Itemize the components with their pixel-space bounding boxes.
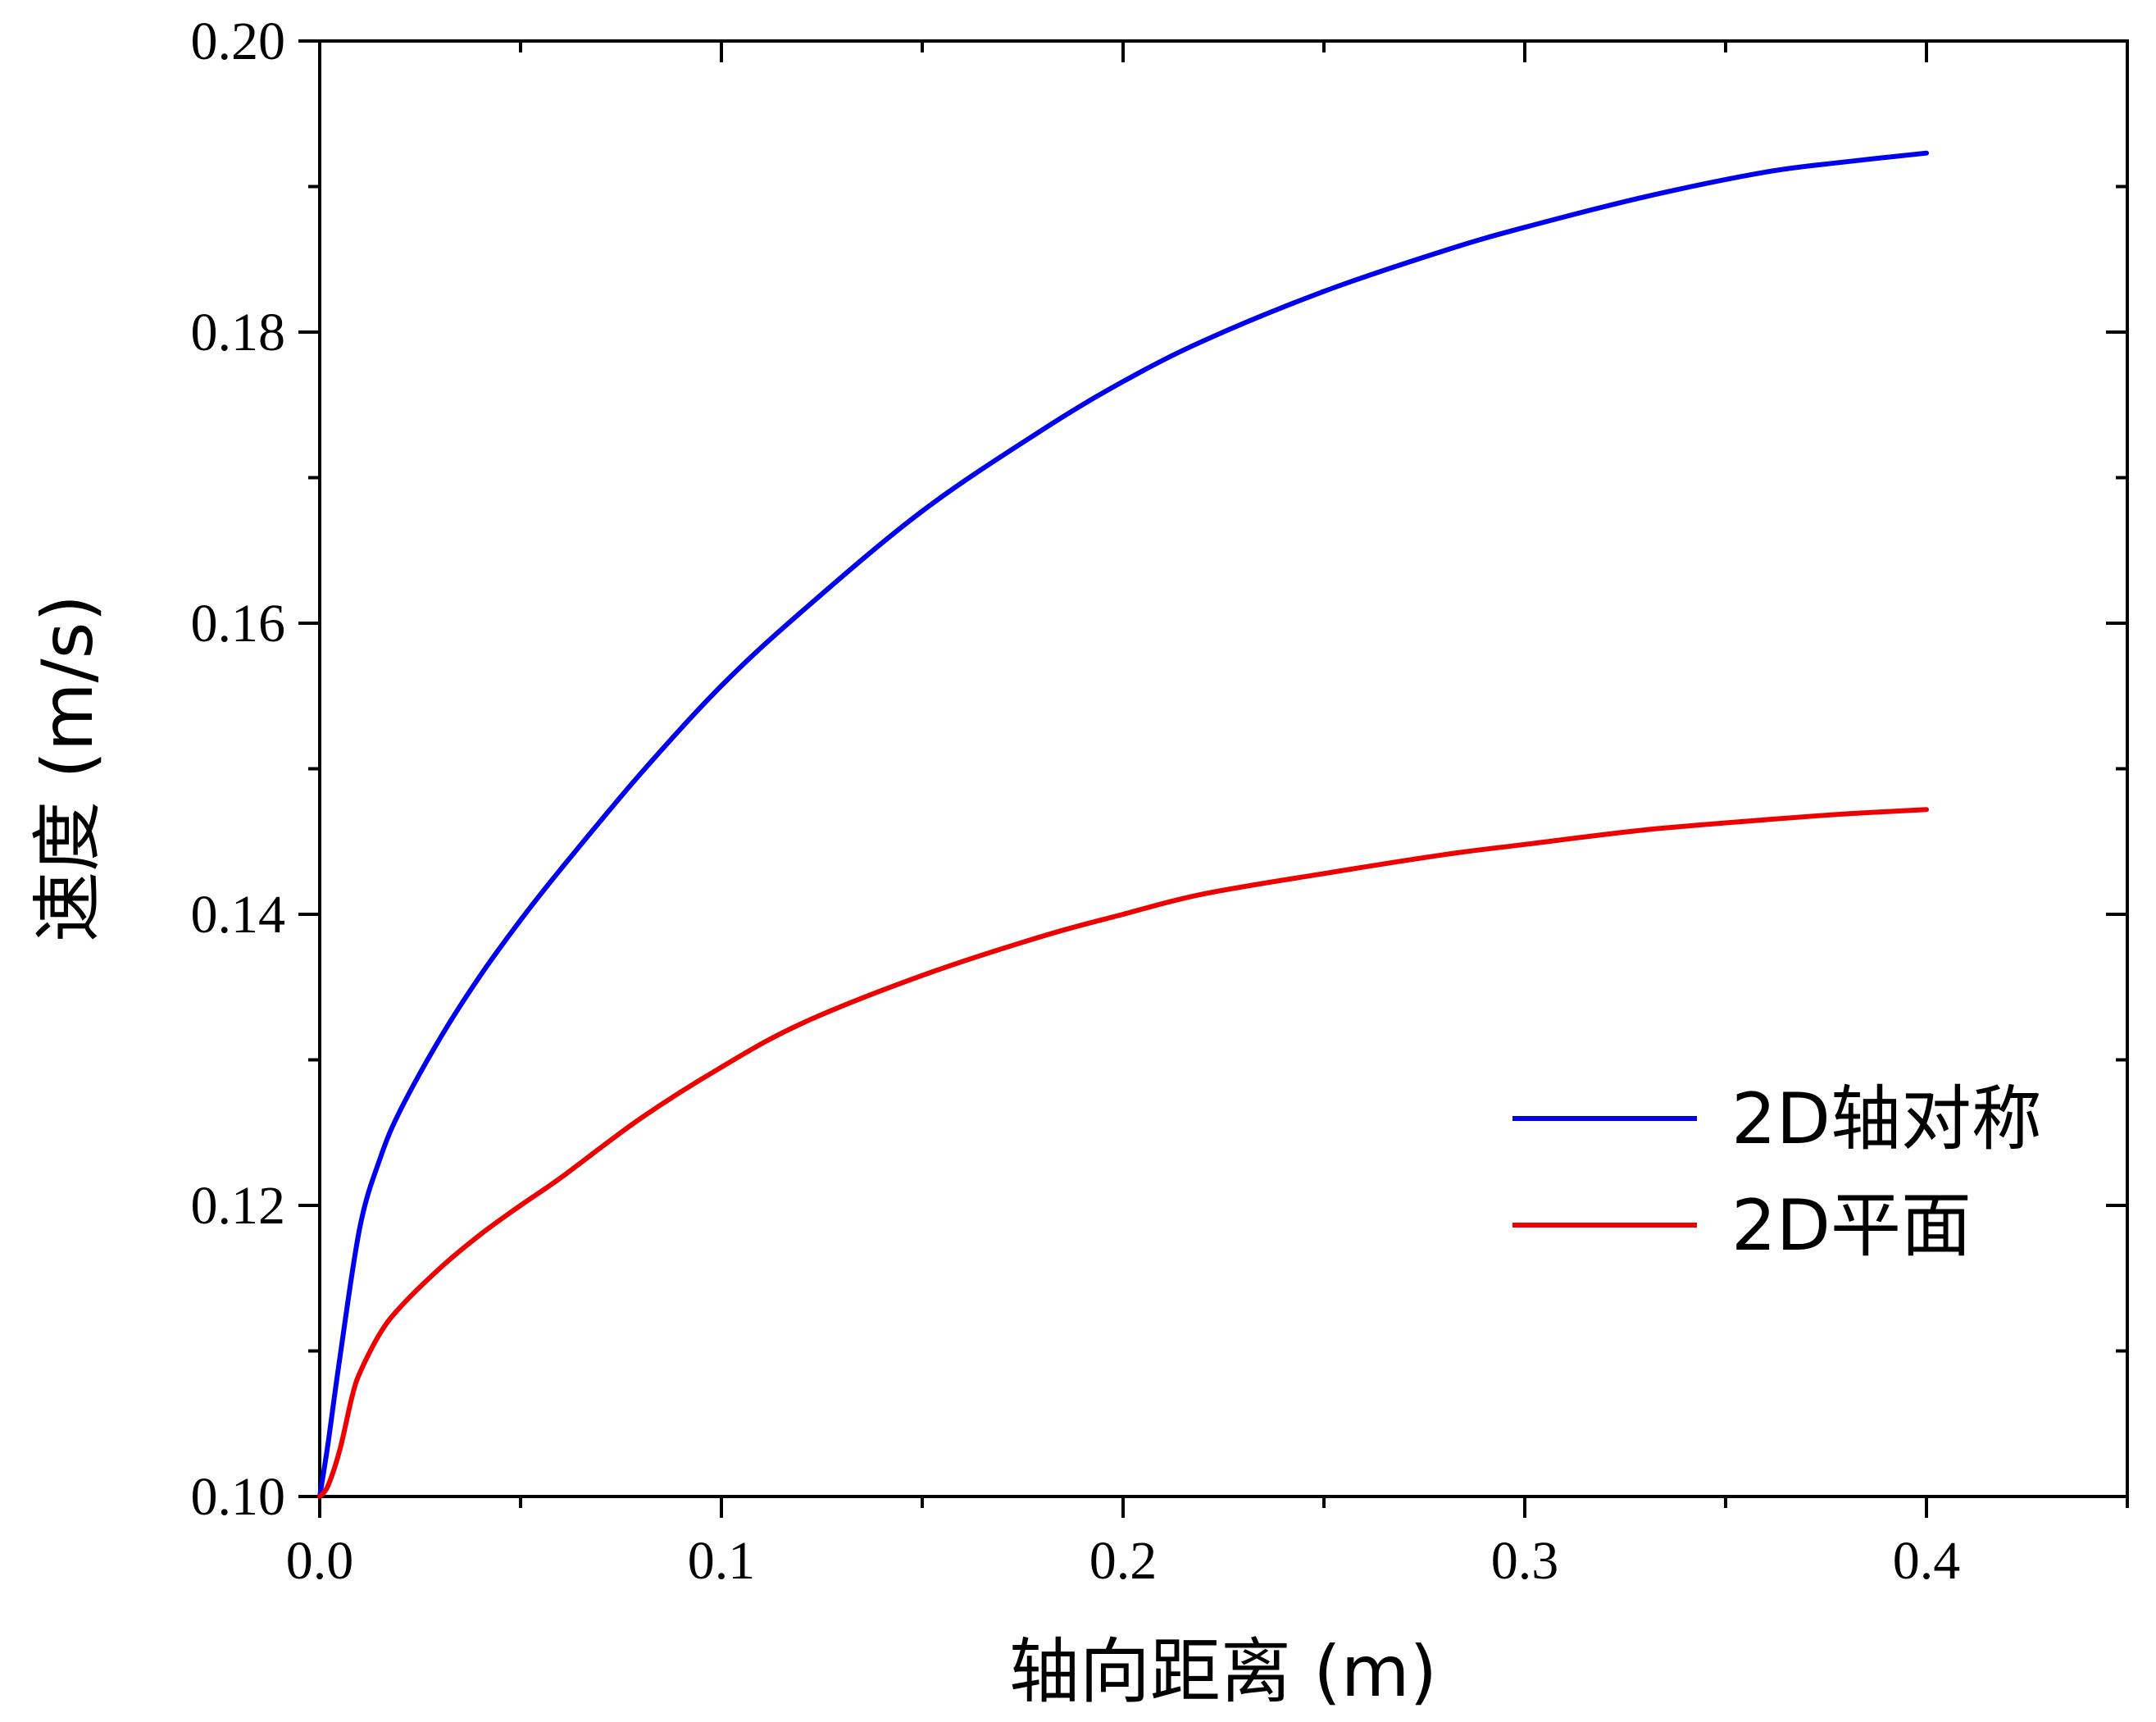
series-line-1 <box>317 150 1929 1499</box>
legend-label-1: 2D轴对称 <box>1731 1078 2042 1160</box>
x-tick-label: 0.0 <box>286 1531 354 1591</box>
axis-ticks: 0.0 0.1 0.2 0.3 0.4 0.10 0.12 0.14 0.16 0.18 0.20 <box>191 11 2129 1591</box>
plot-frame <box>318 39 2129 1498</box>
series-layer <box>317 150 1929 1499</box>
x-tick-label: 0.3 <box>1491 1531 1559 1591</box>
y-tick-label: 0.16 <box>191 594 286 654</box>
y-tick-label: 0.12 <box>191 1176 286 1236</box>
y-tick-label: 0.20 <box>191 11 286 71</box>
x-axis-title: 轴向距离 (m) <box>1009 1631 1437 1713</box>
legend-label-2: 2D平面 <box>1731 1185 1972 1267</box>
y-tick-label: 0.14 <box>191 885 286 945</box>
x-tick-label: 0.1 <box>688 1531 756 1591</box>
x-tick-label: 0.4 <box>1893 1531 1961 1591</box>
y-tick-label: 0.18 <box>191 303 286 362</box>
y-tick-label: 0.10 <box>191 1467 286 1527</box>
y-axis-title: 速度 (m/s) <box>27 594 109 942</box>
series-line-2 <box>317 807 1929 1499</box>
legend: 2D轴对称 2D平面 <box>1512 1078 2042 1267</box>
x-tick-label: 0.2 <box>1089 1531 1158 1591</box>
